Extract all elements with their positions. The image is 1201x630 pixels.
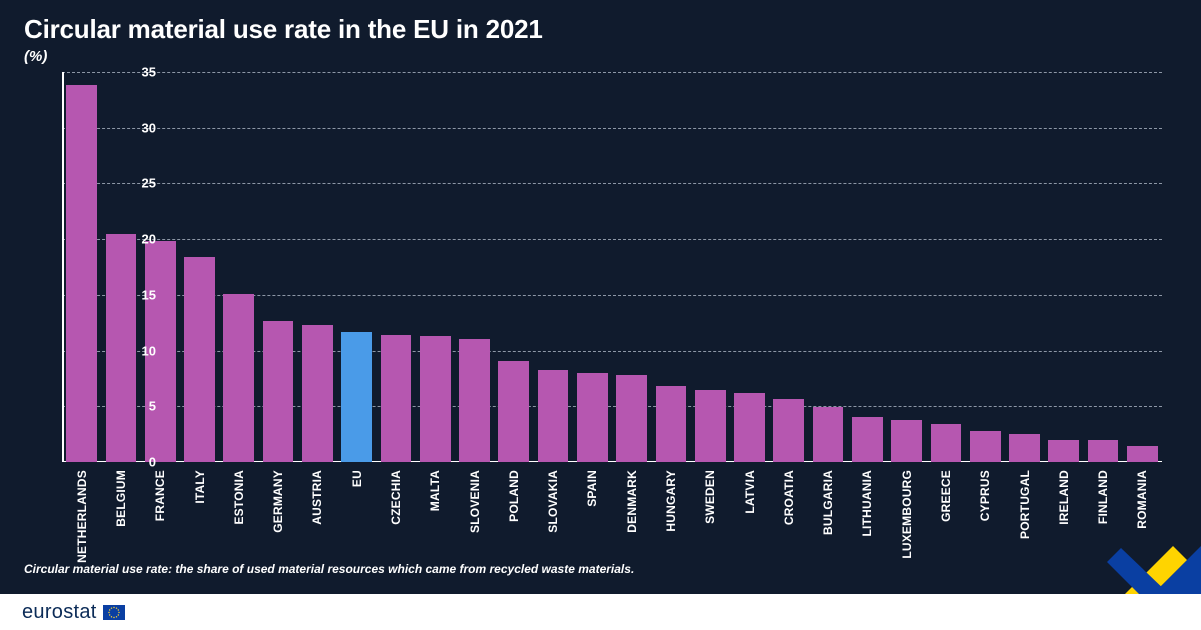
- x-tick-label: SWEDEN: [703, 470, 717, 524]
- y-tick-label: 5: [76, 399, 156, 414]
- x-tick-label: SLOVENIA: [468, 470, 482, 533]
- chart-canvas: Circular material use rate in the EU in …: [0, 0, 1201, 630]
- chart-bar: [1009, 434, 1040, 462]
- chart-bar: [656, 386, 687, 462]
- chart-bar: [223, 294, 254, 462]
- chart-bar: [695, 390, 726, 462]
- x-tick-label: GREECE: [939, 470, 953, 522]
- chart-title: Circular material use rate in the EU in …: [24, 14, 543, 45]
- corner-ribbon-icon: [1091, 524, 1201, 594]
- x-tick-label: DENMARK: [625, 470, 639, 533]
- chart-bar: [420, 336, 451, 462]
- x-tick-label: SLOVAKIA: [546, 470, 560, 533]
- chart-bar: [852, 417, 883, 462]
- y-tick-label: 20: [76, 232, 156, 247]
- chart-bar: [577, 373, 608, 462]
- chart-bar: [616, 375, 647, 462]
- chart-bar: [538, 370, 569, 462]
- chart-bar: [302, 325, 333, 462]
- x-tick-label: HUNGARY: [664, 470, 678, 532]
- x-tick-label: CYPRUS: [978, 470, 992, 521]
- chart-bar: [1088, 440, 1119, 462]
- chart-bar: [773, 399, 804, 463]
- chart-bar: [970, 431, 1001, 462]
- chart-bar: [813, 407, 844, 462]
- x-tick-label: IRELAND: [1057, 470, 1071, 525]
- y-tick-label: 0: [76, 455, 156, 470]
- chart-bar: [931, 424, 962, 462]
- x-tick-label: SPAIN: [585, 470, 599, 507]
- logo-bar: eurostat: [0, 594, 1201, 630]
- x-tick-label: ROMANIA: [1135, 470, 1149, 529]
- chart-bar: [1127, 446, 1158, 462]
- y-tick-label: 15: [76, 287, 156, 302]
- chart-bar-highlight: [341, 332, 372, 462]
- chart-bar: [184, 257, 215, 462]
- x-tick-label: PORTUGAL: [1018, 470, 1032, 539]
- chart-bar: [734, 393, 765, 462]
- x-tick-label: BELGIUM: [114, 470, 128, 527]
- x-tick-label: ITALY: [193, 470, 207, 504]
- x-tick-label: CZECHIA: [389, 470, 403, 525]
- x-tick-label: ESTONIA: [232, 470, 246, 525]
- x-tick-label: MALTA: [428, 470, 442, 511]
- eurostat-logo-text: eurostat: [22, 601, 97, 624]
- x-tick-label: LATVIA: [743, 470, 757, 514]
- chart-bar: [891, 420, 922, 462]
- chart-plot-area: [62, 72, 1162, 462]
- chart-bar: [459, 339, 490, 462]
- x-tick-label: POLAND: [507, 470, 521, 522]
- chart-bars: [62, 72, 1162, 462]
- chart-bar: [263, 321, 294, 463]
- chart-unit-label: (%): [24, 48, 47, 65]
- x-tick-label: FRANCE: [153, 470, 167, 521]
- chart-bar: [381, 335, 412, 462]
- x-tick-label: AUSTRIA: [310, 470, 324, 525]
- y-tick-label: 25: [76, 176, 156, 191]
- eu-flag-icon: [103, 605, 125, 620]
- chart-footnote: Circular material use rate: the share of…: [24, 562, 634, 576]
- x-tick-label: BULGARIA: [821, 470, 835, 535]
- x-tick-label: CROATIA: [782, 470, 796, 525]
- y-tick-label: 30: [76, 120, 156, 135]
- x-tick-label: GERMANY: [271, 470, 285, 533]
- x-tick-label: LUXEMBOURG: [900, 470, 914, 559]
- chart-bar: [1048, 440, 1079, 462]
- y-tick-label: 35: [76, 65, 156, 80]
- x-tick-label: LITHUANIA: [860, 470, 874, 536]
- chart-x-labels: NETHERLANDS BELGIUM FRANCE ITALY ESTONIA GERM…: [62, 470, 1162, 570]
- x-tick-label: EU: [350, 470, 364, 487]
- x-tick-label: NETHERLANDS: [75, 470, 89, 563]
- chart-bar: [498, 361, 529, 462]
- y-tick-label: 10: [76, 343, 156, 358]
- x-tick-label: FINLAND: [1096, 470, 1110, 524]
